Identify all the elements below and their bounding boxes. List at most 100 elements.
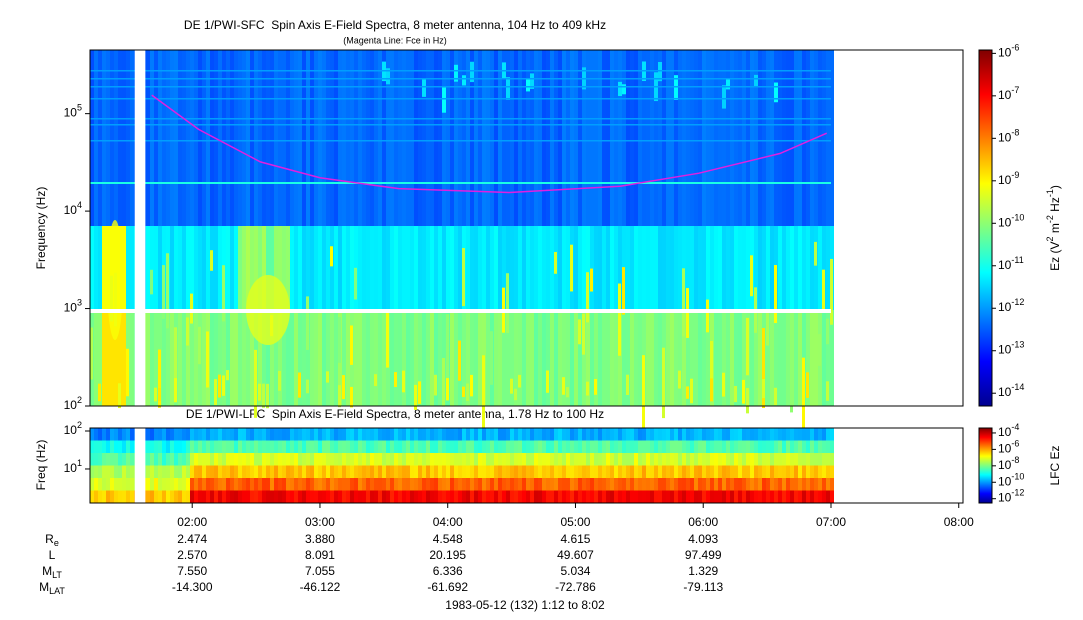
spectrogram-cell: [318, 50, 322, 226]
spectrogram-cell: [394, 453, 398, 466]
spectrogram-cell: [702, 490, 706, 503]
spectrogram-cell: [170, 465, 174, 478]
spectrogram-cell: [418, 465, 422, 478]
spectrogram-cell: [446, 378, 449, 401]
spectrogram-cell: [666, 490, 670, 503]
spectrogram-cell: [686, 310, 690, 406]
spectrogram-cell: [570, 50, 574, 226]
spectrogram-cell: [770, 478, 774, 491]
spectrogram-cell: [586, 50, 590, 226]
spectrogram-cell: [402, 440, 406, 453]
spectrogram-cell: [230, 226, 234, 310]
spectrogram-cell: [510, 226, 514, 310]
spectrogram-cell: [230, 440, 234, 453]
spectrogram-cell: [394, 428, 398, 441]
spectrogram-cell: [546, 440, 550, 453]
spectrogram-cell: [210, 490, 214, 503]
spectrogram-cell: [730, 428, 734, 441]
spectrogram-cell: [150, 50, 154, 226]
spectrogram-cell: [430, 310, 434, 406]
spectrogram-cell: [638, 490, 642, 503]
spectrogram-cell: [418, 310, 422, 406]
spectrogram-cell: [786, 440, 790, 453]
spectrogram-cell: [510, 428, 514, 441]
spectrogram-cell: [818, 440, 822, 453]
spectrogram-cell: [310, 50, 314, 226]
colorbar-label: Ez (V2 m-2 Hz-1): [1045, 185, 1062, 271]
spectrogram-cell: [306, 296, 309, 350]
spectrogram-cell: [618, 465, 622, 478]
spectrogram-cell: [414, 310, 418, 406]
spectrogram-cell: [310, 226, 314, 310]
spectrogram-cell: [734, 310, 738, 406]
spectrogram-cell: [566, 226, 570, 310]
spectrogram-cell: [98, 428, 102, 441]
spectrogram-cell: [362, 453, 366, 466]
spectrogram-cell: [438, 465, 442, 478]
spectrogram-cell: [370, 440, 374, 453]
text-part: 10: [64, 301, 78, 315]
spectrogram-cell: [706, 465, 710, 478]
spectrogram-cell: [622, 453, 626, 466]
spectrogram-cell: [270, 490, 274, 503]
spectrogram-cell: [546, 226, 550, 310]
spectrogram-cell: [814, 490, 818, 503]
spectrogram-cell: [394, 490, 398, 503]
spectrogram-cell: [214, 226, 218, 310]
spectrogram-cell: [650, 490, 654, 503]
spectrogram-cell: [618, 440, 622, 453]
spectrogram-cell: [650, 226, 654, 310]
spectrogram-cell: [510, 310, 514, 406]
spectrogram-cell: [350, 465, 354, 478]
spectrogram-cell: [146, 50, 150, 226]
spectrogram-cell: [786, 310, 790, 406]
spectrogram-cell: [318, 453, 322, 466]
spectrogram-cell: [578, 465, 582, 478]
spectrogram-cell: [258, 383, 261, 401]
spectrogram-cell: [170, 440, 174, 453]
spectrogram-cell: [738, 453, 742, 466]
spectrogram-cell: [598, 490, 602, 503]
spectrogram-cell: [426, 490, 430, 503]
spectrogram-cell: [214, 478, 218, 491]
spectrogram-cell: [366, 50, 370, 226]
spectrogram-cell: [454, 453, 458, 466]
spectrogram-cell: [818, 428, 822, 441]
spectrogram-cell: [702, 453, 706, 466]
spectrogram-cell: [598, 310, 602, 406]
spectrogram-cell: [446, 490, 450, 503]
spectrogram-cell: [702, 310, 706, 406]
spectrogram-cell: [106, 478, 110, 491]
spectrogram-cell: [682, 50, 686, 226]
spectrogram-cell: [722, 478, 726, 491]
spectrogram-cell: [238, 465, 242, 478]
spectrogram-cell: [354, 478, 358, 491]
ephemeris-label-main: M: [39, 580, 49, 594]
y-tick-label: 103: [64, 298, 82, 315]
spectrogram-cell: [710, 465, 714, 478]
spectrogram-cell: [406, 465, 410, 478]
spectrogram-cell: [502, 478, 506, 491]
spectrogram-cell: [374, 226, 378, 310]
spectrogram-cell: [454, 440, 458, 453]
spectrogram-cell: [754, 490, 758, 503]
x-tick-label: 06:00: [688, 515, 718, 529]
spectrogram-cell: [726, 79, 730, 90]
spectrogram-cell: [618, 428, 622, 441]
spectrogram-cell: [498, 490, 502, 503]
spectrogram-cell: [386, 68, 390, 85]
spectrogram-cell: [278, 50, 282, 226]
spectrogram-cell: [606, 465, 610, 478]
y-tick-label: 102: [64, 420, 82, 437]
spectrogram-cell: [106, 440, 110, 453]
spectrogram-cell: [530, 490, 534, 503]
superscript: -4: [1011, 422, 1019, 432]
spectrogram-cell: [234, 465, 238, 478]
spectrogram-cell: [570, 490, 574, 503]
spectrogram-cell: [474, 440, 478, 453]
spectrogram-cell: [678, 440, 682, 453]
spectrogram-cell: [122, 453, 126, 466]
spectrogram-cell: [90, 478, 94, 491]
spectrogram-cell: [282, 490, 286, 503]
spectrogram-cell: [350, 325, 353, 365]
